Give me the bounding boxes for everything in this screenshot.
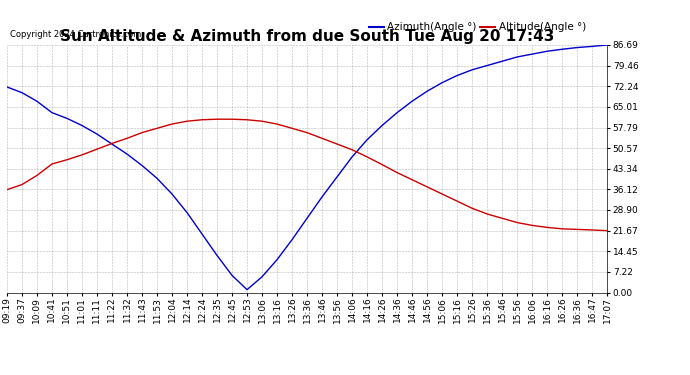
Legend: Azimuth(Angle °), Altitude(Angle °): Azimuth(Angle °), Altitude(Angle °) (364, 18, 590, 36)
Title: Sun Altitude & Azimuth from due South Tue Aug 20 17:43: Sun Altitude & Azimuth from due South Tu… (60, 29, 554, 44)
Text: Copyright 2024 Curtronics.com: Copyright 2024 Curtronics.com (10, 30, 141, 39)
